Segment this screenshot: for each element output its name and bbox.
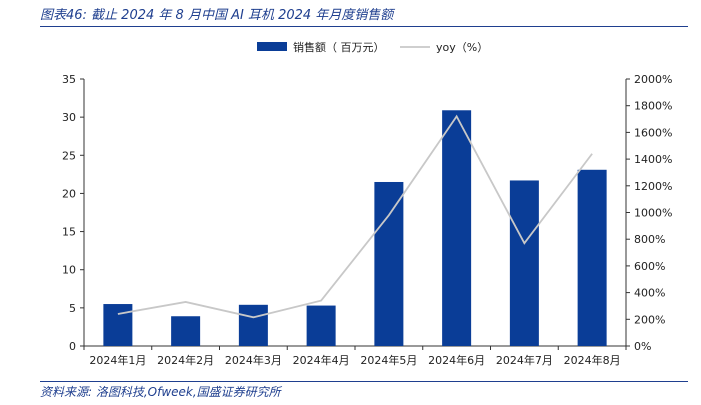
yoy-line [117,114,593,319]
bar [374,181,404,346]
y-tick-label-left: 10 [62,264,76,277]
x-tick-label: 2024年1月 [89,353,146,367]
y-tick-label-right: 1800% [634,100,672,113]
x-tick-label: 2024年6月 [428,353,485,367]
bar [577,169,607,346]
y-tick-label-right: 1600% [634,126,672,139]
y-tick-label-right: 1400% [634,153,672,166]
figure-title: 图表46: 截止 2024 年 8 月中国 AI 耳机 2024 年月度销售额 [40,8,394,23]
chart: 0 5 10 15 20 25 30 35 0% 200% 400% 600% 800% 1000% 120… [62,40,672,367]
legend-label-sales: 销售额（ 百万元） [293,40,385,54]
title-rule [40,26,688,27]
y-tick-label-left: 0 [69,340,76,353]
y-tick-label-left: 5 [69,302,76,315]
x-tick-label: 2024年3月 [225,353,282,367]
bar [509,180,539,346]
y-tick-label-right: 800% [634,233,665,246]
y-tick-label-left: 15 [62,226,76,239]
bar [306,305,336,346]
bar [442,110,472,346]
x-tick-label: 2024年4月 [293,353,350,367]
y-tick-label-left: 25 [62,149,76,162]
figure-source: 资料来源: 洛图科技,Ofweek,国盛证券研究所 [40,385,281,399]
x-tick-label: 2024年8月 [564,353,621,367]
bar [103,304,133,346]
source-rule [40,381,688,382]
y-tick-label-right: 600% [634,260,665,273]
legend-swatch-sales [257,42,287,51]
y-tick-label-right: 0% [634,340,651,353]
bar [238,304,268,346]
y-tick-label-right: 200% [634,313,665,326]
x-tick-label: 2024年2月 [157,353,214,367]
y-tick-label-left: 20 [62,187,76,200]
x-tick-label: 2024年5月 [360,353,417,367]
x-tick-label: 2024年7月 [496,353,553,367]
y-tick-label-right: 2000% [634,73,672,86]
y-tick-label-left: 35 [62,73,76,86]
legend-label-yoy: yoy（%） [436,41,488,54]
y-tick-label-right: 400% [634,287,665,300]
y-tick-label-right: 1000% [634,207,672,220]
bar [171,316,201,346]
y-tick-label-left: 30 [62,111,76,124]
y-tick-label-right: 1200% [634,180,672,193]
